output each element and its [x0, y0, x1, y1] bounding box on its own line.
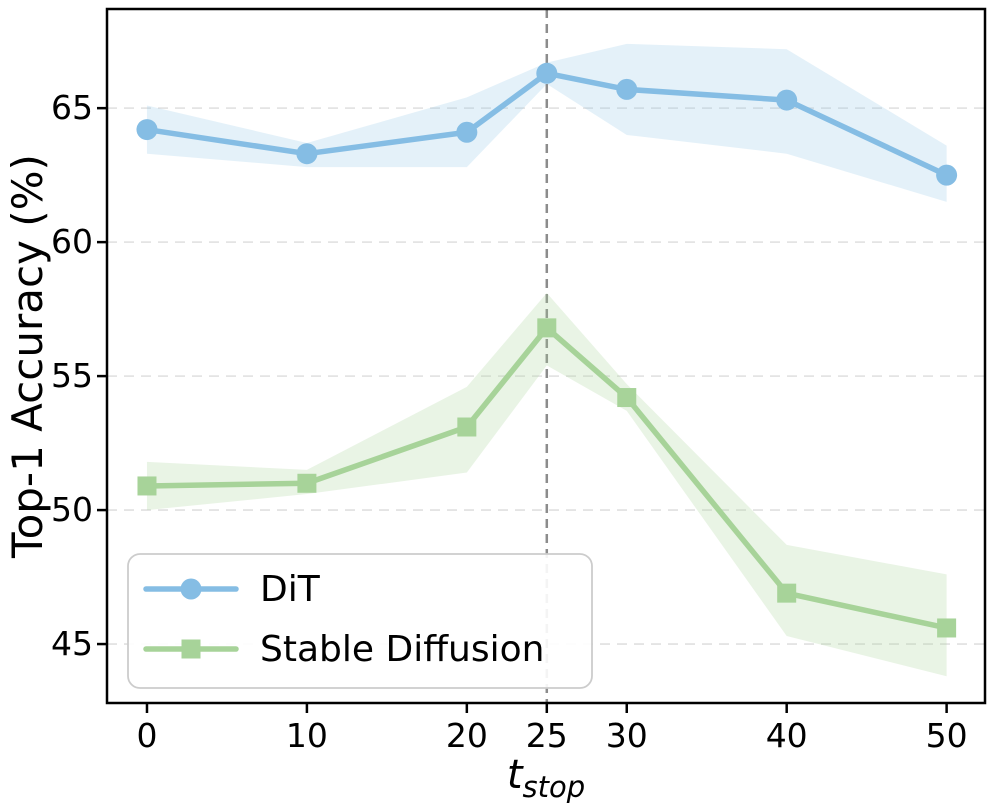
legend: DiT Stable Diffusion: [127, 553, 593, 689]
marker-stable-diffusion: [457, 417, 477, 437]
marker-stable-diffusion: [777, 583, 797, 603]
x-tick-label: 20: [446, 716, 488, 755]
y-tick-label: 55: [51, 356, 93, 395]
x-tick-label: 50: [926, 716, 968, 755]
marker-stable-diffusion: [137, 476, 157, 496]
marker-dit: [936, 164, 958, 186]
y-tick-label: 60: [51, 222, 93, 261]
legend-marker-stable-diffusion: [181, 639, 201, 659]
x-label-main: t: [507, 752, 524, 798]
x-tick-label: 40: [766, 716, 808, 755]
marker-dit: [136, 119, 158, 141]
marker-dit: [296, 143, 318, 165]
x-axis-label: tstop: [507, 752, 585, 804]
marker-dit: [456, 121, 478, 143]
y-tick-label: 45: [51, 624, 93, 663]
legend-item-dit: DiT: [143, 569, 321, 610]
x-tick-label: 10: [286, 716, 328, 755]
y-axis-label: Top-1 Accuracy (%): [3, 154, 52, 559]
legend-marker-dit: [180, 578, 202, 600]
x-label-subscript: stop: [523, 770, 586, 804]
legend-item-stable-diffusion: Stable Diffusion: [143, 629, 544, 670]
marker-dit: [536, 62, 558, 84]
x-tick-label: 0: [136, 716, 157, 755]
marker-stable-diffusion: [537, 318, 557, 338]
x-tick-label: 30: [606, 716, 648, 755]
marker-stable-diffusion: [937, 618, 957, 638]
y-tick-label: 65: [51, 88, 93, 127]
band-dit: [146, 43, 947, 202]
legend-label-stable-diffusion: Stable Diffusion: [260, 629, 544, 670]
marker-dit: [616, 78, 638, 100]
x-tick-label: 25: [526, 716, 568, 755]
y-tick-label: 50: [51, 490, 93, 529]
marker-stable-diffusion: [297, 473, 317, 493]
marker-dit: [776, 89, 798, 111]
marker-stable-diffusion: [617, 388, 637, 408]
legend-label-dit: DiT: [260, 569, 321, 610]
legend-box: [127, 553, 593, 689]
